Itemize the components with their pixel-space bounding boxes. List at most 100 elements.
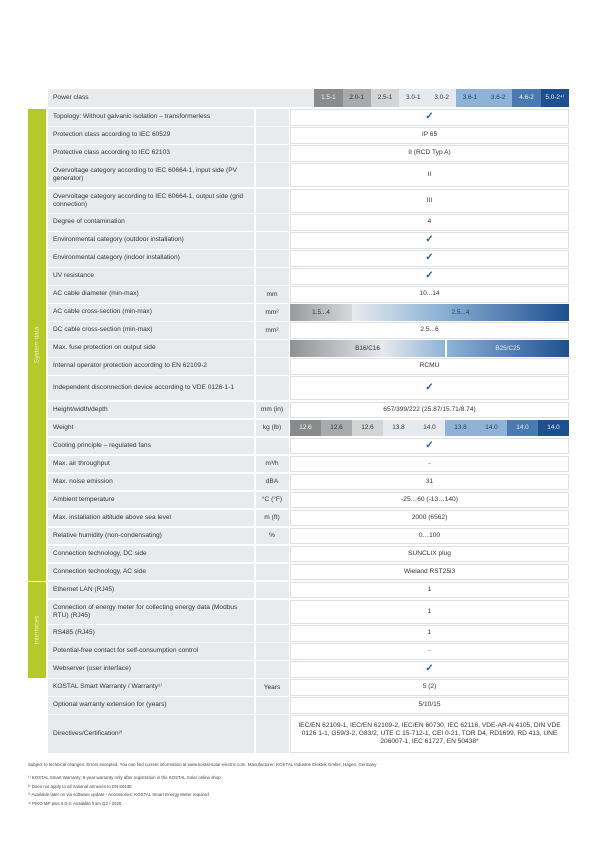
row-label: Connection technology, AC side [48,563,254,580]
row-value: II (RCD Typ A) [290,145,569,162]
row-unit [255,643,289,660]
table-row: UV resistance ✓ [48,268,569,285]
footnote: ³⁾ Available later on via software updat… [28,792,209,798]
row-label: Connection technology, DC side [48,545,254,562]
power-class-3.6-2: 3.6-2 [484,89,513,107]
row-label: Max. installation altitude above sea lev… [48,509,254,526]
row-value: RCMU [290,358,569,375]
row-unit [255,437,289,454]
row-unit [255,127,289,144]
table-row: Ethernet LAN (RJ45) 1 [48,581,569,598]
row-unit [255,340,289,357]
table-row: Height/width/depth mm (in) 657/399/222 (25… [48,401,569,418]
row-value: ✓ [290,109,569,126]
table-row: Ambient temperature °C (°F) -25…60 (-13…14… [48,491,569,508]
row-value: 4 [290,214,569,231]
row-value: ✓ [290,437,569,454]
row-unit [255,545,289,562]
row-label: Protection class according to IEC 60529 [48,127,254,144]
row-unit [255,715,289,753]
value-band: B16/C16 [290,340,445,357]
table-row: Overvoltage category according to IEC 60… [48,188,569,213]
table-row: Connection technology, DC side SUNCLIX pl… [48,545,569,562]
row-label: Relative humidity (non-condensating) [48,527,254,544]
group-interfaces: Interfaces [28,582,46,678]
row-unit [255,563,289,580]
value-band: 1.5...4 [290,304,352,321]
power-class-header: Power class 1.5-1 2.0-1 2.5-1 3.0-1 3.0-2 3.6… [48,89,570,107]
value-cell: 14.0 [507,419,538,436]
row-label: Environmental category (indoor installat… [48,250,254,267]
table-row: DC cable cross-section (min-max) mm² 2.5..… [48,322,569,339]
row-unit: % [255,527,289,544]
footnote: ⁴⁾ PIKO MP plus 5.0-2: Available from Q2… [28,800,122,806]
row-unit: mm² [255,304,289,321]
row-unit [255,145,289,162]
table-row: Weight kg (lb) 12.6 12.6 12.6 13.8 14.0 13.8 14.… [48,419,569,436]
table-row: Degree of contamination 4 [48,214,569,231]
checkmark-icon: ✓ [425,270,434,282]
row-value: 1 [290,599,569,624]
row-value: 2.5...6 [290,322,569,339]
value-cell: 14.0 [414,419,445,436]
row-label: Degree of contamination [48,214,254,231]
row-value: ✓ [290,232,569,249]
table-row: KOSTAL Smart Warranty / Warranty¹⁾ Years 5… [48,679,569,696]
row-label: UV resistance [48,268,254,285]
group-label: Interfaces [33,615,41,645]
row-label: AC cable diameter (min-max) [48,286,254,303]
row-label: Optional warranty extension for (years) [48,697,254,714]
row-value: -25…60 (-13…140) [290,491,569,508]
table-row: Protection class according to IEC 60529 I… [48,127,569,144]
table-row: Max. air throughput m³/h - [48,455,569,472]
table-row: Protective class according to IEC 62103 I… [48,145,569,162]
row-label: Weight [48,419,254,436]
row-label: Internal operator protection according t… [48,358,254,375]
row-unit: °C (°F) [255,491,289,508]
checkmark-icon: ✓ [425,111,434,123]
row-label: Height/width/depth [48,401,254,418]
row-value: 31 [290,473,569,490]
power-class-2.0-1: 2.0-1 [342,89,371,107]
row-label: Topology: Without galvanic isolation – t… [48,109,254,126]
row-label: Overvoltage category according to IEC 60… [48,163,254,187]
table-row: Relative humidity (non-condensating)% 0…1… [48,527,569,544]
group-system-data: System data [28,109,46,581]
row-value: II [290,163,569,187]
row-value: 2000 (6562) [290,509,569,526]
table-row: Directives/Certification²⁾ IEC/EN 62109-1… [48,715,569,753]
row-value: 657/399/222 (25.87/15.71/8.74) [290,401,569,418]
table-row: Connection of energy meter for collectin… [48,599,569,624]
disclaimer: Subject to technical changes. Errors exc… [28,762,377,767]
value-cell: 12.6 [352,419,383,436]
row-label: Connection of energy meter for collectin… [48,599,254,624]
row-value: SUNCLIX plug [290,545,569,562]
power-class-3.6-1: 3.6-1 [455,89,485,107]
table-row: Environmental category (outdoor installa… [48,232,569,249]
row-label: Cooling principle – regulated fans [48,437,254,454]
row-value: ✓ [290,376,569,400]
row-value: Wieland RST25i3 [290,563,569,580]
row-value: 0…100 [290,527,569,544]
row-values: 12.6 12.6 12.6 13.8 14.0 13.8 14.0 14.0 14.0 [290,419,569,436]
row-unit: m³/h [255,455,289,472]
row-unit [255,214,289,231]
row-value: IEC/EN 62109-1, IEC/EN 62109-2, IEC/EN 6… [290,715,569,753]
row-label: Max. fuse protection on output side [48,340,254,357]
table-row: Webserver (user interface) ✓ [48,661,569,678]
row-label: Webserver (user interface) [48,661,254,678]
row-label: RS485 (RJ45) [48,625,254,642]
row-unit [255,358,289,375]
row-unit [255,376,289,400]
row-value: 1 [290,581,569,598]
row-value: ✓ [290,661,569,678]
table-row: Independent disconnection device accordi… [48,376,569,400]
checkmark-icon: ✓ [425,439,434,451]
row-unit: mm [255,286,289,303]
value-cell: 12.6 [290,419,321,436]
table-row: Overvoltage category according to IEC 60… [48,163,569,187]
table-row: Max. installation altitude above sea lev… [48,509,569,526]
table-row: Max. fuse protection on output side B16/C… [48,340,569,357]
row-unit: m (ft) [255,509,289,526]
value-band: B25/C25 [446,340,569,357]
